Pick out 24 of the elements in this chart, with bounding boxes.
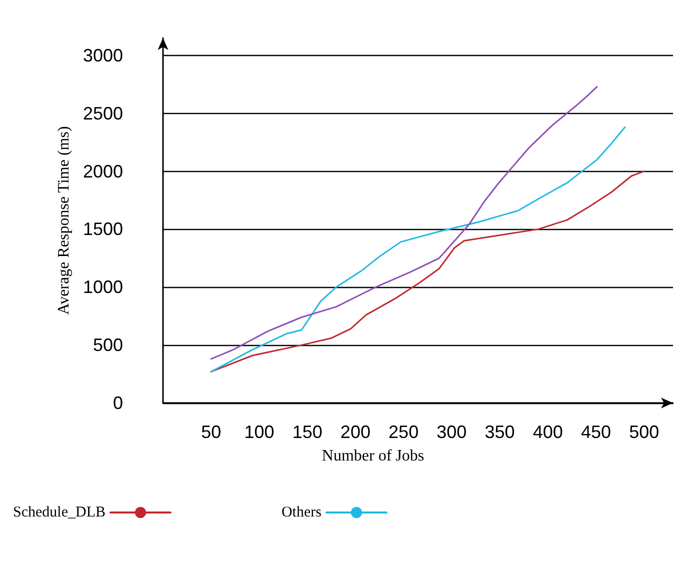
- line-series: [210, 86, 598, 360]
- x-tick-label: 200: [340, 422, 370, 442]
- y-tick-label: 1000: [82, 277, 123, 298]
- legend-label: Others: [281, 504, 322, 520]
- x-tick-label: 150: [292, 422, 322, 442]
- x-axis-title: Number of Jobs: [322, 448, 424, 464]
- line-series: [210, 126, 626, 372]
- line-series: [210, 170, 645, 372]
- x-tick-label: 300: [436, 422, 467, 442]
- x-tick-label: 500: [629, 422, 660, 442]
- x-tick-label: 250: [388, 422, 419, 442]
- legend-label: Schedule_DLB: [13, 504, 106, 520]
- x-tick-label: 100: [244, 422, 274, 442]
- y-tick-label: 2500: [82, 103, 123, 124]
- y-tick-label: 2000: [82, 161, 123, 182]
- x-tick-label: 450: [580, 422, 612, 442]
- x-tick-label: 400: [532, 422, 563, 442]
- y-tick-label: 1500: [82, 219, 123, 240]
- y-tick-label: 500: [92, 335, 123, 356]
- x-tick-label: 50: [201, 422, 222, 442]
- x-tick-label: 350: [484, 422, 515, 442]
- y-tick-label: 0: [112, 393, 123, 413]
- y-tick-label: 3000: [82, 45, 123, 66]
- y-axis-title: Average Response Time (ms): [56, 126, 73, 315]
